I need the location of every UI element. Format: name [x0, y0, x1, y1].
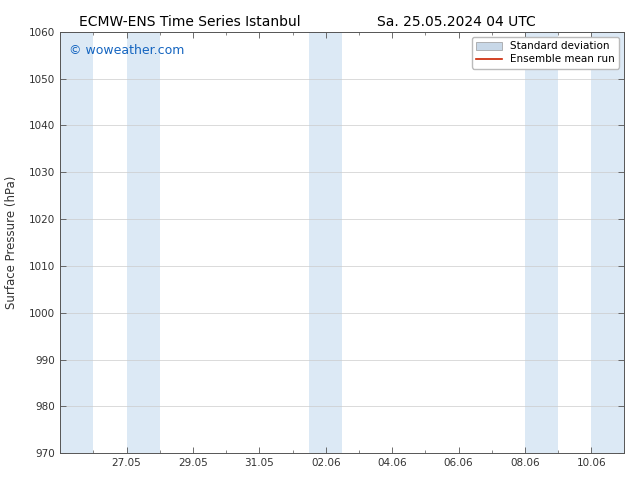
Text: © woweather.com: © woweather.com: [68, 45, 184, 57]
Bar: [525, 32, 558, 453]
Text: Sa. 25.05.2024 04 UTC: Sa. 25.05.2024 04 UTC: [377, 15, 536, 29]
Y-axis label: Surface Pressure (hPa): Surface Pressure (hPa): [5, 176, 18, 309]
Bar: [309, 32, 342, 453]
Bar: [592, 32, 624, 453]
Legend: Standard deviation, Ensemble mean run: Standard deviation, Ensemble mean run: [472, 37, 619, 69]
Bar: [127, 32, 160, 453]
Text: ECMW-ENS Time Series Istanbul: ECMW-ENS Time Series Istanbul: [79, 15, 301, 29]
Bar: [60, 32, 93, 453]
